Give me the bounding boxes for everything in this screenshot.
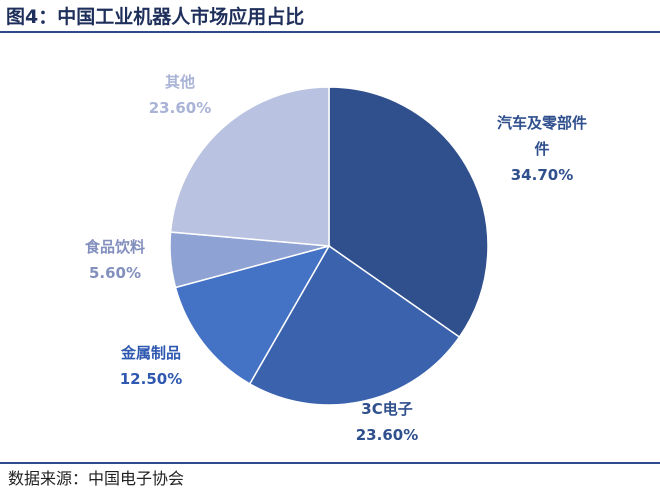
pie-slice-5 <box>169 86 330 247</box>
slice-value-label-1: 34.70% <box>511 166 573 184</box>
pie-slice-3 <box>174 244 331 385</box>
pie-slice-2 <box>248 244 461 406</box>
slice-name-label-2: 3C电子 <box>361 400 412 418</box>
slice-value-label-4: 5.60% <box>89 264 141 282</box>
pie-slice-1 <box>328 86 489 339</box>
footer-rule <box>0 462 660 464</box>
title-rule <box>0 31 660 33</box>
pie-slices <box>169 86 489 406</box>
figure-title: 图4：中国工业机器人市场应用占比 <box>6 6 305 28</box>
slice-name-label-5: 其他 <box>165 73 195 91</box>
slice-name-label-3: 金属制品 <box>120 344 181 362</box>
slice-name-label-1: 汽车及零部件 <box>497 114 587 132</box>
slice-value-label-2: 23.60% <box>356 426 418 444</box>
slice-name-label-1: 件 <box>534 140 549 158</box>
slice-value-label-3: 12.50% <box>120 370 182 388</box>
source-note: 数据来源：中国电子协会 <box>8 469 185 488</box>
slice-value-label-5: 23.60% <box>149 99 211 117</box>
slice-name-label-4: 食品饮料 <box>85 238 145 256</box>
